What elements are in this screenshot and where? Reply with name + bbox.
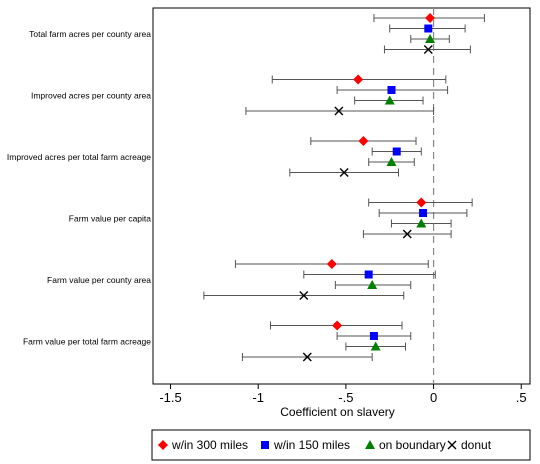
point-marker-x <box>447 440 457 450</box>
point-marker-x <box>299 291 309 300</box>
point-marker-triangle <box>370 341 381 351</box>
category-label: Improved acres per county area <box>31 90 151 100</box>
point-marker-diamond <box>358 136 369 146</box>
legend-label: w/in 300 miles <box>171 438 248 452</box>
point-marker-square <box>424 24 433 33</box>
category-label: Total farm acres per county area <box>29 29 151 39</box>
point-marker-diamond <box>158 440 168 450</box>
category-label: Farm value per capita <box>69 213 151 223</box>
point-marker-triangle <box>425 34 436 43</box>
x-tick-label: -1 <box>252 390 264 405</box>
x-tick-label: -1.5 <box>159 390 181 405</box>
category-label: Improved acres per total farm acreage <box>7 152 151 162</box>
point-marker-x <box>302 352 312 362</box>
point-marker-square <box>392 147 401 156</box>
x-tick-label: .5 <box>516 390 527 405</box>
point-marker-square <box>364 270 373 279</box>
point-marker-triangle <box>365 440 375 449</box>
legend-label: donut <box>461 438 492 452</box>
point-marker-x <box>402 229 412 239</box>
point-marker-triangle <box>416 218 427 228</box>
point-marker-triangle <box>386 157 397 166</box>
legend-label: w/in 150 miles <box>273 438 350 452</box>
plot-area <box>152 7 531 385</box>
x-axis-title: Coefficient on slavery <box>280 405 395 419</box>
point-marker-square <box>419 209 428 217</box>
point-marker-diamond <box>332 320 343 331</box>
point-marker-x <box>334 106 344 116</box>
series-x <box>203 45 471 362</box>
series-triangle <box>334 34 452 351</box>
legend-label: on boundary <box>379 438 446 452</box>
point-marker-triangle <box>384 95 395 105</box>
legend-item: donut <box>447 438 492 452</box>
point-marker-diamond <box>425 13 436 23</box>
point-marker-diamond <box>353 74 364 85</box>
series-diamond <box>234 13 485 331</box>
category-labels: Total farm acres per county area Improved… <box>7 29 151 347</box>
point-marker-diamond <box>326 259 337 269</box>
legend-item: on boundary <box>365 438 446 452</box>
x-tick-label: 0 <box>430 390 437 405</box>
category-label: Farm value per total farm acreage <box>23 336 151 346</box>
x-axis: -1.5 -1 -.5 0 .5 Coefficient on slavery <box>159 384 527 419</box>
legend: w/in 300 miles w/in 150 miles on boundary d… <box>151 429 531 461</box>
point-marker-square <box>387 86 396 94</box>
point-marker-x <box>423 45 433 54</box>
point-marker-triangle <box>367 280 378 289</box>
point-marker-square <box>261 441 269 449</box>
x-tick-label: -.5 <box>338 390 353 405</box>
legend-item: w/in 300 miles <box>158 438 248 452</box>
category-label: Farm value per county area <box>47 275 151 285</box>
point-marker-square <box>369 332 378 340</box>
plot-frame <box>152 7 531 385</box>
point-marker-x <box>339 168 349 177</box>
legend-item: w/in 150 miles <box>261 438 350 452</box>
series-square <box>303 24 468 340</box>
point-marker-diamond <box>416 197 427 208</box>
legend-box <box>151 429 531 461</box>
